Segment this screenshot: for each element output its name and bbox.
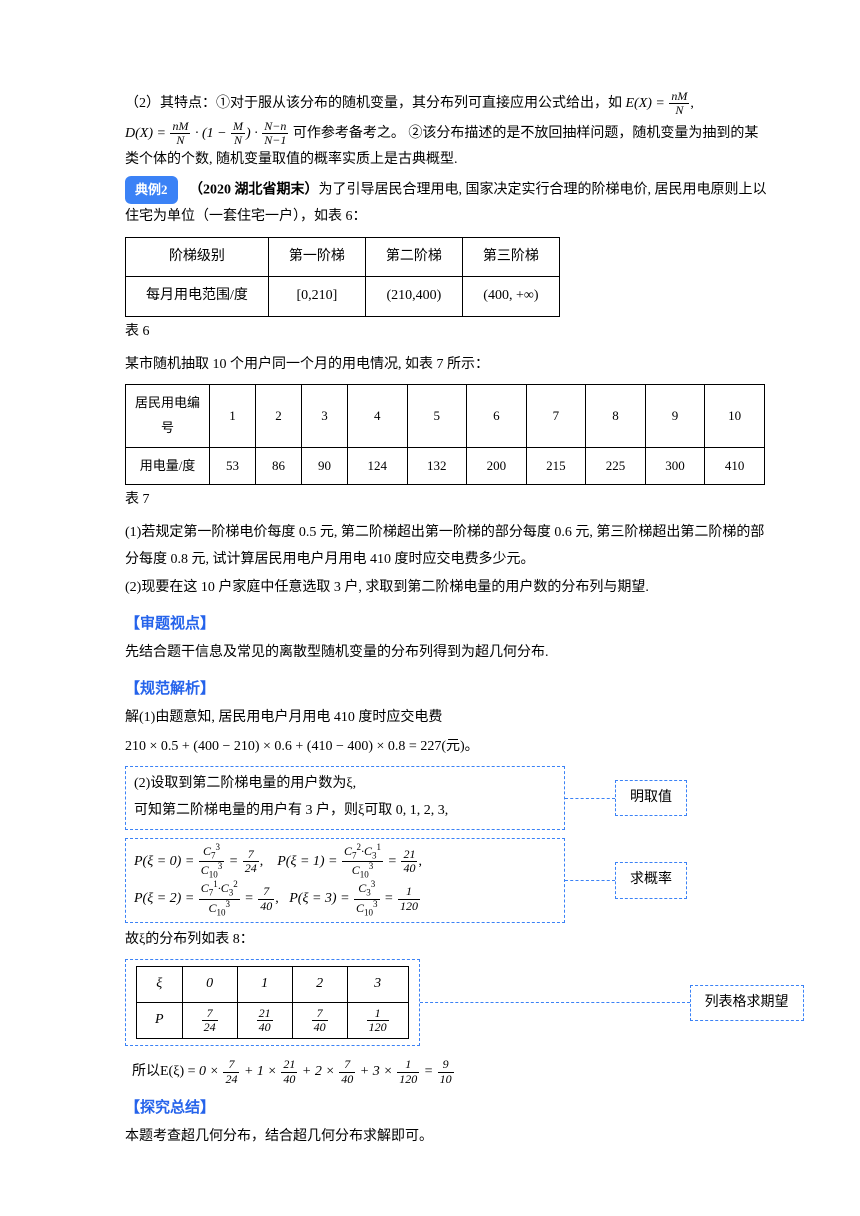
intro-p1-text: （2）其特点：①对于服从该分布的随机变量，其分布列可直接应用公式给出，如 xyxy=(125,96,622,111)
annot-line-1 xyxy=(565,798,615,799)
box1-l2: 可知第二阶梯电量的用户有 3 户，则ξ可取 0, 1, 2, 3, xyxy=(134,798,556,825)
intro-p2: D(X) = nMN · (1 − MN) · N−nN−1 可作参考备考之。 … xyxy=(125,120,770,174)
q1: (1)若规定第一阶梯电价每度 0.5 元, 第二阶梯超出第一阶梯的部分每度 0.… xyxy=(125,520,770,573)
box1-l1: (2)设取到第二阶梯电量的用户数为ξ, xyxy=(134,771,556,798)
annot-line-2 xyxy=(565,880,615,881)
annot-3: 列表格求期望 xyxy=(690,985,804,1022)
t7-r2l: 用电量/度 xyxy=(126,447,210,485)
intro-p1: （2）其特点：①对于服从该分布的随机变量，其分布列可直接应用公式给出，如 E(X… xyxy=(125,90,770,118)
sol1a: 解(1)由题意知, 居民用电户月用电 410 度时应交电费 xyxy=(125,705,770,732)
table-6: 阶梯级别 第一阶梯 第二阶梯 第三阶梯 每月用电范围/度 [0,210] (21… xyxy=(125,237,560,317)
sec1-body: 先结合题干信息及常见的离散型随机变量的分布列得到为超几何分布. xyxy=(125,640,770,667)
t6-c2: (400, +∞) xyxy=(462,277,559,317)
example-line: 典例2 （2020 湖北省期末）为了引导居民合理用电, 国家决定实行合理的阶梯电… xyxy=(125,176,770,231)
t6-h0: 阶梯级别 xyxy=(126,237,269,277)
frac-nm-n: nMN xyxy=(669,90,689,117)
box-3: ξ 0 1 2 3 P 724 2140 740 1120 xyxy=(125,959,420,1046)
sec2-title: 【规范解析】 xyxy=(125,675,770,704)
sec1-title: 【审题视点】 xyxy=(125,610,770,639)
box-1: (2)设取到第二阶梯电量的用户数为ξ, 可知第二阶梯电量的用户有 3 户，则ξ可… xyxy=(125,766,565,829)
example-badge: 典例2 xyxy=(125,176,178,205)
t6-c1: (210,400) xyxy=(365,277,462,317)
t6-c0: [0,210] xyxy=(268,277,365,317)
t6-rl: 每月用电范围/度 xyxy=(126,277,269,317)
table-8: ξ 0 1 2 3 P 724 2140 740 1120 xyxy=(136,966,409,1039)
q2: (2)现要在这 10 户家庭中任意选取 3 户, 求取到第二阶梯电量的用户数的分… xyxy=(125,575,770,602)
t6-h1: 第一阶梯 xyxy=(268,237,365,277)
t6-h2: 第二阶梯 xyxy=(365,237,462,277)
sec3-title: 【探究总结】 xyxy=(125,1094,770,1123)
sol1b: 210 × 0.5 + (400 − 210) × 0.6 + (410 − 4… xyxy=(125,734,770,761)
p-row-2: P(ξ = 2) = C71·C32C103 = 740, P(ξ = 3) =… xyxy=(134,880,556,918)
box-2: P(ξ = 0) = C73C103 = 724, P(ξ = 1) = C72… xyxy=(125,838,565,923)
intro-formula-1: E(X) = xyxy=(626,96,669,111)
t7-caption: 表 7 xyxy=(125,487,770,514)
sec3-body: 本题考查超几何分布，结合超几何分布求解即可。 xyxy=(125,1124,770,1151)
t7-r1l: 居民用电编号 xyxy=(126,385,210,447)
annot-1: 明取值 xyxy=(615,780,687,817)
after-t6: 某市随机抽取 10 个用户同一个月的用电情况, 如表 7 所示： xyxy=(125,352,770,379)
annot-line-3 xyxy=(420,1002,690,1003)
dist-caption: 故ξ的分布列如表 8： xyxy=(125,927,770,954)
t6-h3: 第三阶梯 xyxy=(462,237,559,277)
annot-2: 求概率 xyxy=(615,862,687,899)
example-source: （2020 湖北省期末） xyxy=(189,182,319,197)
p-row-1: P(ξ = 0) = C73C103 = 724, P(ξ = 1) = C72… xyxy=(134,843,556,881)
t6-caption: 表 6 xyxy=(125,319,770,346)
expect-line: 所以E(ξ) = 0 × 724 + 1 × 2140 + 2 × 740 + … xyxy=(125,1058,770,1086)
table-7: 居民用电编号 12345678910 用电量/度 538690124132200… xyxy=(125,384,765,485)
intro-dx: D(X) = xyxy=(125,125,169,140)
